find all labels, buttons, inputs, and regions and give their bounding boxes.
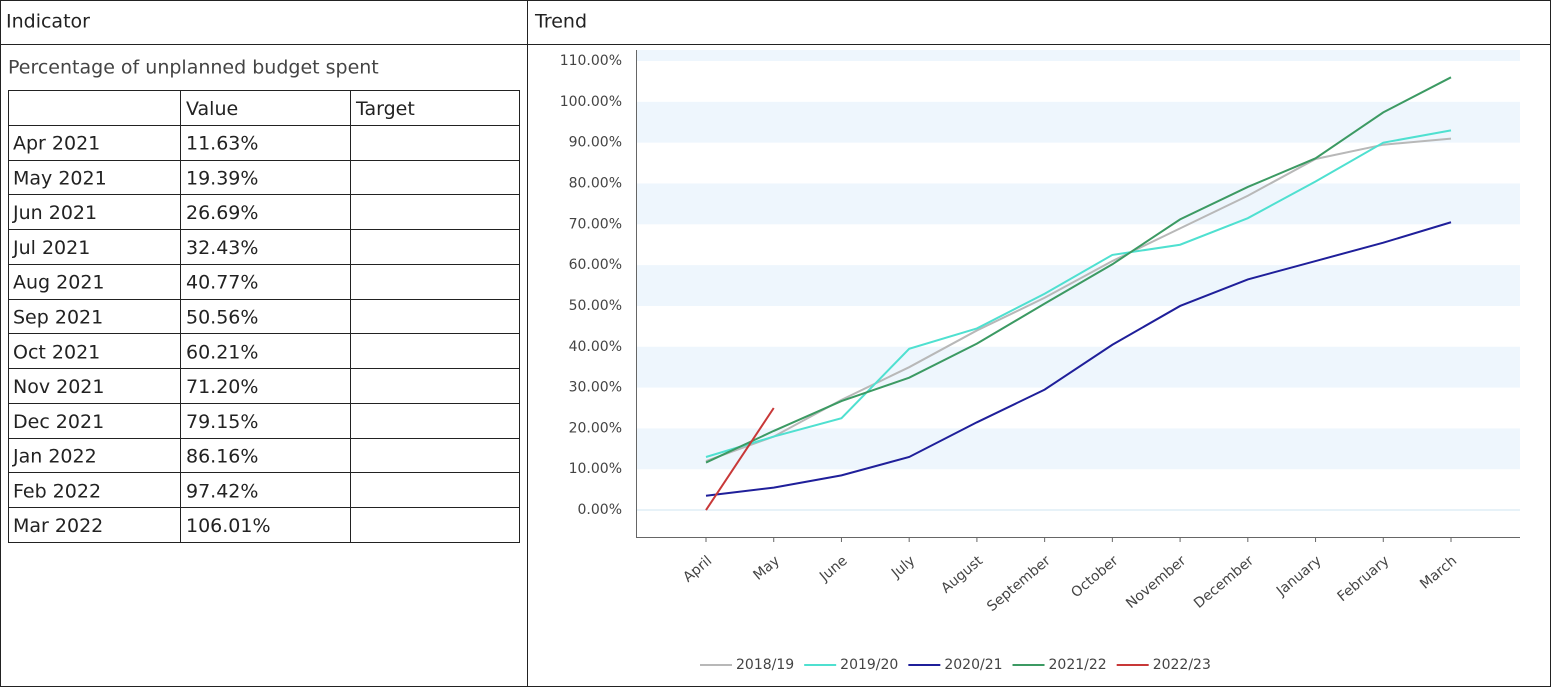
column-header: Value — [186, 98, 238, 120]
x-tick-label: November — [1123, 553, 1189, 612]
y-tick-label: 0.00% — [578, 502, 622, 518]
cell-month: Oct 2021 — [13, 341, 100, 363]
series-line — [705, 407, 775, 511]
grid-band — [636, 428, 1520, 470]
y-tick-label: 50.00% — [569, 298, 622, 314]
cell-month: Apr 2021 — [13, 133, 100, 155]
cell-value: 60.21% — [186, 341, 258, 363]
x-tick-label: August — [938, 553, 986, 597]
y-tick-label: 90.00% — [569, 135, 622, 151]
cell-value: 32.43% — [186, 237, 258, 259]
y-tick-label: 30.00% — [569, 380, 622, 396]
x-tick-label: January — [1273, 553, 1325, 600]
cell-month: Jun 2021 — [12, 202, 97, 224]
y-tick-label: 100.00% — [560, 94, 622, 110]
x-tick-label: December — [1191, 553, 1257, 612]
legend-label: 2018/19 — [736, 657, 794, 673]
cell-value: 26.69% — [186, 202, 258, 224]
cell-month: Jan 2022 — [12, 446, 97, 468]
cell-month: Aug 2021 — [13, 272, 105, 294]
y-tick-label: 80.00% — [569, 175, 622, 191]
cell-value: 19.39% — [186, 167, 258, 189]
x-tick-label: May — [750, 553, 782, 584]
x-tick-label: April — [680, 553, 715, 586]
series-line — [705, 76, 1452, 464]
legend-label: 2021/22 — [1049, 657, 1107, 673]
x-tick-label: February — [1335, 553, 1393, 605]
legend-label: 2022/23 — [1153, 657, 1211, 673]
cell-value: 50.56% — [186, 307, 258, 329]
cell-value: 71.20% — [186, 376, 258, 398]
cell-month: May 2021 — [13, 167, 107, 189]
cell-month: Mar 2022 — [13, 515, 103, 537]
y-tick-label: 10.00% — [569, 461, 622, 477]
cell-value: 11.63% — [186, 133, 258, 155]
cell-value: 40.77% — [186, 272, 258, 294]
cell-month: Jul 2021 — [12, 237, 90, 259]
cell-value: 86.16% — [186, 446, 258, 468]
cell-value: 97.42% — [186, 480, 258, 502]
y-tick-label: 70.00% — [569, 216, 622, 232]
grid-band — [636, 101, 1520, 143]
x-tick-label: June — [816, 553, 850, 586]
y-tick-label: 60.00% — [569, 257, 622, 273]
cell-month: Sep 2021 — [13, 307, 103, 329]
header-trend: Trend — [534, 11, 587, 33]
x-tick-label: September — [984, 553, 1054, 615]
x-tick-label: March — [1417, 553, 1460, 593]
cell-month: Feb 2022 — [13, 480, 101, 502]
header-indicator: Indicator — [6, 11, 90, 33]
legend-label: 2019/20 — [840, 657, 898, 673]
y-tick-label: 110.00% — [560, 53, 622, 69]
y-tick-label: 20.00% — [569, 420, 622, 436]
cell-month: Dec 2021 — [13, 411, 104, 433]
cell-value: 106.01% — [186, 515, 271, 537]
x-tick-label: October — [1068, 553, 1121, 601]
y-tick-label: 40.00% — [569, 339, 622, 355]
series-line — [705, 129, 1452, 458]
grid-band — [636, 265, 1520, 306]
legend-label: 2020/21 — [944, 657, 1002, 673]
x-tick-label: July — [888, 553, 918, 582]
cell-month: Nov 2021 — [13, 376, 104, 398]
grid-band — [636, 50, 1520, 62]
indicator-name: Percentage of unplanned budget spent — [8, 57, 379, 79]
grid-band — [636, 183, 1520, 225]
cell-value: 79.15% — [186, 411, 258, 433]
series-line — [705, 221, 1452, 497]
column-header: Target — [355, 98, 415, 120]
value-table — [8, 90, 520, 543]
